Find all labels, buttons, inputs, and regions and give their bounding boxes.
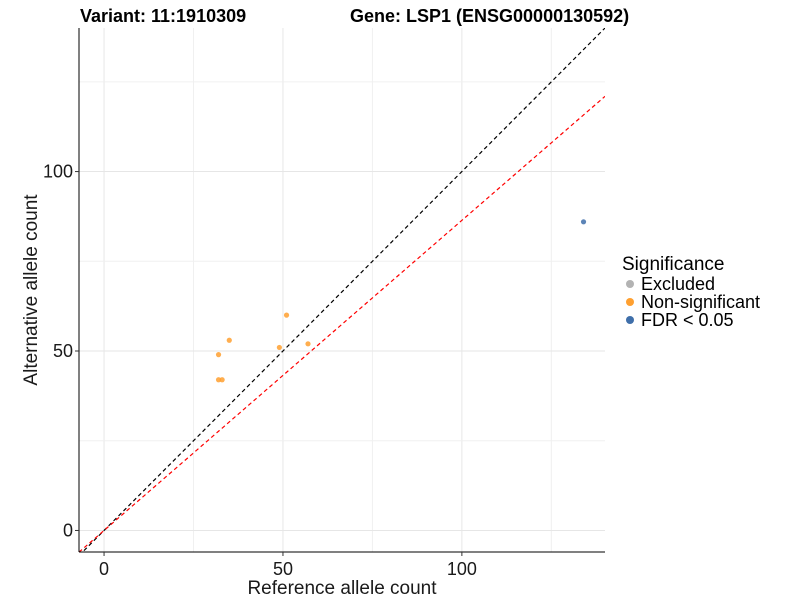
data-point-non-significant [219, 377, 225, 383]
legend-key-fdr-0-05 [626, 316, 634, 324]
chart-title-gene: Gene: LSP1 (ENSG00000130592) [350, 6, 629, 26]
reference-lines [79, 28, 605, 552]
data-point-non-significant [283, 312, 290, 318]
y-tick-label: 0 [63, 520, 73, 540]
data-point-non-significant [276, 344, 282, 351]
legend-key-excluded [626, 280, 634, 288]
legend-label-fdr-0-05: FDR < 0.05 [641, 310, 734, 330]
identity-line [81, 28, 605, 552]
y-tick-label: 50 [53, 341, 73, 361]
legend: Significance ExcludedNon-significantFDR … [622, 254, 760, 330]
x-tick-label: 100 [447, 559, 477, 579]
fitted-line [79, 95, 605, 552]
x-tick-label: 50 [273, 559, 293, 579]
data-point-fdr-0-05 [580, 219, 587, 225]
axes: 0 50 100 0 50 100 [43, 28, 605, 579]
grid-lines [79, 28, 605, 552]
data-point-non-significant [215, 377, 222, 383]
y-axis-title: Alternative allele count [21, 194, 42, 386]
x-tick-label: 0 [99, 559, 109, 579]
y-tick-label: 100 [43, 162, 73, 182]
legend-label-non-significant: Non-significant [641, 292, 760, 312]
x-axis-title: Reference allele count [247, 578, 437, 599]
chart-title-variant: Variant: 11:1910309 [80, 6, 246, 26]
data-points [215, 219, 587, 383]
legend-label-excluded: Excluded [641, 274, 715, 294]
data-point-non-significant [226, 337, 232, 343]
legend-title: Significance [622, 254, 724, 275]
data-point-non-significant [215, 352, 222, 358]
data-point-non-significant [305, 341, 311, 347]
legend-key-non-significant [626, 298, 634, 306]
